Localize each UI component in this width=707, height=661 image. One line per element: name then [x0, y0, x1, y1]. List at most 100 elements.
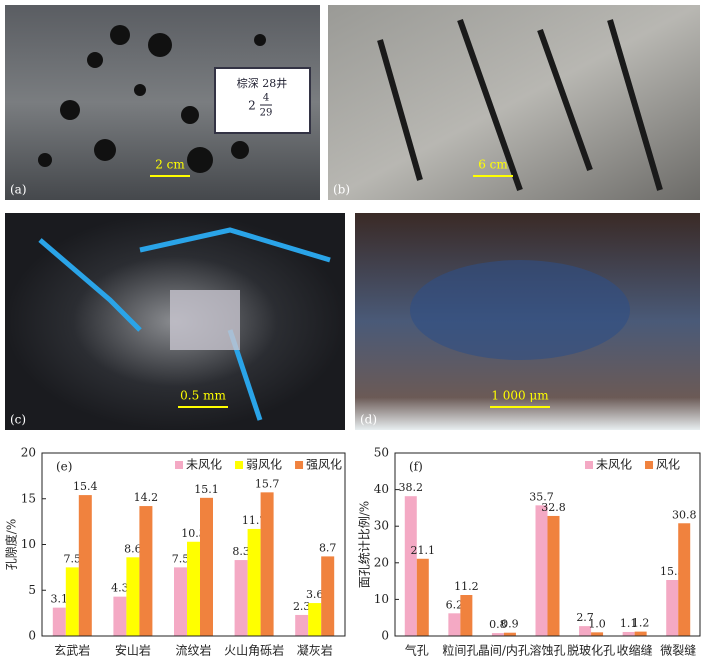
bar — [666, 580, 679, 636]
data-label: 6.2 — [446, 598, 464, 611]
photo-d — [355, 213, 700, 430]
bar — [547, 515, 560, 636]
card-text: 棕深 28井 — [237, 76, 288, 90]
data-label: 32.8 — [541, 501, 566, 514]
x-tick-label: 安山岩 — [115, 643, 151, 658]
y-tick-label: 20 — [21, 446, 36, 460]
bar — [460, 595, 473, 636]
panel-label: (c) — [10, 413, 26, 427]
photo-a — [5, 5, 320, 200]
y-tick-label: 0 — [28, 629, 36, 643]
legend-label: 未风化 — [596, 458, 632, 472]
bar — [634, 631, 647, 636]
data-label: 11.2 — [454, 580, 479, 593]
x-tick-label: 凝灰岩 — [297, 643, 333, 658]
plot-frame — [394, 452, 701, 637]
y-tick-label: 30 — [374, 519, 389, 533]
data-label: 30.8 — [672, 508, 697, 521]
bar — [200, 497, 213, 636]
data-label: 10.3 — [181, 527, 206, 540]
legend-swatch — [235, 461, 244, 469]
bar — [174, 567, 187, 636]
bar — [579, 626, 592, 636]
data-label: 1.0 — [588, 617, 606, 630]
y-tick-label: 15 — [21, 491, 36, 505]
y-tick-label: 20 — [374, 555, 389, 569]
legend-swatch — [585, 461, 593, 469]
x-tick-label: 气孔 — [405, 643, 429, 658]
bar — [139, 506, 153, 636]
panel-label: (b) — [333, 183, 350, 197]
x-tick-label: 玄武岩 — [54, 643, 90, 658]
bar — [678, 523, 691, 636]
bar — [404, 496, 417, 636]
data-label: 35.7 — [529, 490, 554, 503]
bar — [78, 495, 92, 636]
panel-label: (d) — [360, 413, 377, 427]
bar — [591, 632, 604, 636]
y-tick-label: 0 — [381, 629, 389, 643]
bar — [187, 541, 200, 636]
data-label: 2.3 — [293, 600, 311, 613]
card-text: 29 — [260, 108, 273, 119]
scale-label: 6 cm — [478, 158, 508, 172]
x-tick-label: 微裂缝 — [660, 643, 696, 658]
data-label: 2.7 — [576, 611, 594, 624]
data-label: 15.4 — [73, 480, 98, 493]
x-tick-label: 晶间/内孔 — [478, 644, 530, 658]
bar — [52, 607, 66, 636]
data-label: 4.3 — [111, 582, 129, 595]
data-label: 11.7 — [242, 514, 267, 527]
bar — [491, 633, 504, 636]
x-tick-label: 溶蚀孔 — [529, 643, 565, 658]
card-text: 2 — [248, 99, 256, 113]
x-tick-label: 火山角砾岩 — [224, 643, 284, 658]
data-label: 8.7 — [319, 541, 337, 554]
bar — [308, 603, 322, 636]
data-label: 14.2 — [134, 491, 159, 504]
bar — [234, 560, 248, 636]
data-label: 15.7 — [255, 477, 280, 490]
plot-frame — [41, 452, 346, 637]
legend-label: 未风化 — [186, 458, 222, 472]
scale-label: 2 cm — [155, 158, 185, 172]
y-tick-label: 50 — [374, 446, 389, 460]
y-axis-title: 面孔统计比例/% — [358, 501, 372, 588]
bar — [448, 613, 461, 636]
data-label: 8.6 — [124, 542, 142, 555]
y-tick-label: 40 — [374, 482, 389, 496]
card-text: 4 — [263, 93, 269, 104]
y-axis-title: 孔隙度/% — [4, 519, 19, 570]
bar — [535, 505, 548, 636]
x-tick-label: 流纹岩 — [175, 643, 211, 658]
legend-label: 弱风化 — [246, 458, 282, 472]
bar — [622, 631, 635, 636]
bar — [416, 558, 429, 636]
data-label: 1.1 — [620, 617, 638, 630]
panel-label: (e) — [56, 460, 72, 474]
photo-b — [328, 5, 700, 200]
bar — [126, 557, 140, 636]
x-tick-label: 收缩缝 — [617, 643, 653, 658]
data-label: 0.8 — [489, 618, 507, 631]
data-label: 8.3 — [232, 545, 250, 558]
legend-label: 风化 — [656, 458, 680, 472]
data-label: 21.1 — [411, 544, 436, 557]
scale-label: 1 000 μm — [491, 389, 549, 403]
data-label: 7.5 — [64, 552, 82, 565]
legend-swatch — [295, 461, 304, 469]
data-label: 7.5 — [172, 552, 190, 565]
legend-swatch — [645, 461, 654, 469]
bar — [321, 556, 335, 636]
photo-c — [5, 213, 345, 430]
scale-label: 0.5 mm — [180, 389, 226, 403]
x-tick-label: 粒间孔 — [442, 643, 478, 658]
bar — [260, 492, 274, 636]
bar — [247, 528, 261, 636]
legend-label: 强风化 — [306, 458, 342, 472]
y-tick-label: 10 — [374, 592, 389, 606]
y-tick-label: 5 — [28, 583, 36, 597]
y-tick-label: 10 — [21, 537, 36, 551]
panel-label: (a) — [10, 183, 27, 197]
